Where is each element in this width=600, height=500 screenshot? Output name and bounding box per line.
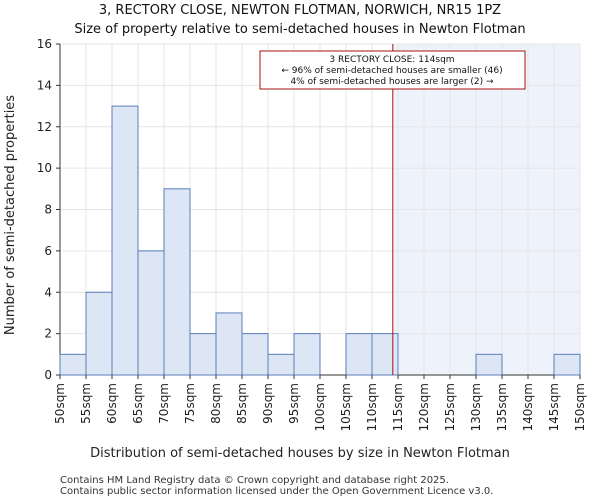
annotation-line-1: 3 RECTORY CLOSE: 114sqm <box>329 55 454 65</box>
x-tick-label: 50sqm <box>53 383 67 424</box>
x-tick-label: 115sqm <box>391 383 405 431</box>
x-tick-label: 110sqm <box>365 383 379 431</box>
histogram-bar <box>293 333 321 376</box>
x-tick-label: 55sqm <box>79 383 93 424</box>
x-tick-label: 105sqm <box>339 383 353 431</box>
histogram-bar <box>137 250 165 376</box>
x-tick-label: 135sqm <box>495 383 509 431</box>
y-tick-label: 0 <box>44 368 52 382</box>
x-tick-label: 145sqm <box>547 383 561 431</box>
histogram-bar <box>189 333 217 376</box>
histogram-bar <box>241 333 269 376</box>
histogram-bar <box>475 353 503 376</box>
annotation-line-3: 4% of semi-detached houses are larger (2… <box>290 77 494 87</box>
histogram-bar <box>163 188 191 376</box>
histogram-bar <box>111 105 139 376</box>
histogram-bar <box>553 353 581 376</box>
footer-line-1: Contains HM Land Registry data © Crown c… <box>60 475 449 486</box>
annotation-box: 3 RECTORY CLOSE: 114sqm ← 96% of semi-de… <box>259 50 526 90</box>
x-tick-label: 60sqm <box>105 383 119 424</box>
y-tick-label: 12 <box>37 120 52 134</box>
histogram-bar <box>371 333 399 376</box>
x-tick-label: 150sqm <box>573 383 587 431</box>
x-tick-label: 65sqm <box>131 383 145 424</box>
x-tick-label: 140sqm <box>521 383 535 431</box>
x-axis-label: Distribution of semi-detached houses by … <box>90 446 510 461</box>
chart-subtitle: Size of property relative to semi-detach… <box>74 22 525 37</box>
y-tick-label: 10 <box>37 161 52 175</box>
histogram-bar <box>85 291 113 376</box>
x-tick-label: 80sqm <box>209 383 223 424</box>
histogram-bar <box>345 333 373 376</box>
x-tick-label: 85sqm <box>235 383 249 424</box>
y-axis-label: Number of semi-detached properties <box>3 95 18 335</box>
x-tick-label: 75sqm <box>183 383 197 424</box>
y-tick-label: 2 <box>44 327 52 341</box>
x-tick-label: 95sqm <box>287 383 301 424</box>
footer-line-2: Contains public sector information licen… <box>60 486 493 497</box>
chart-title: 3, RECTORY CLOSE, NEWTON FLOTMAN, NORWIC… <box>99 3 501 18</box>
histogram-bar <box>215 312 243 376</box>
annotation-frame <box>259 50 526 90</box>
plot-background <box>59 43 581 376</box>
axis-ticks: 0 2 4 6 8 10 12 14 16 50sqm 55sqm 60sqm 65sqm 70sqm 75… <box>37 37 587 431</box>
histogram-bar <box>59 353 87 376</box>
y-tick-label: 6 <box>44 244 52 258</box>
histogram-bars <box>59 105 581 376</box>
x-tick-label: 120sqm <box>417 383 431 431</box>
x-tick-label: 130sqm <box>469 383 483 431</box>
x-tick-label: 125sqm <box>443 383 457 431</box>
y-tick-label: 8 <box>44 203 52 217</box>
x-tick-label: 70sqm <box>157 383 171 424</box>
y-tick-label: 14 <box>37 78 52 92</box>
x-tick-label: 100sqm <box>313 383 327 431</box>
y-tick-label: 4 <box>44 285 52 299</box>
annotation-line-2: ← 96% of semi-detached houses are smalle… <box>281 66 502 76</box>
histogram-bar <box>267 353 295 376</box>
y-tick-label: 16 <box>37 37 52 51</box>
x-tick-label: 90sqm <box>261 383 275 424</box>
